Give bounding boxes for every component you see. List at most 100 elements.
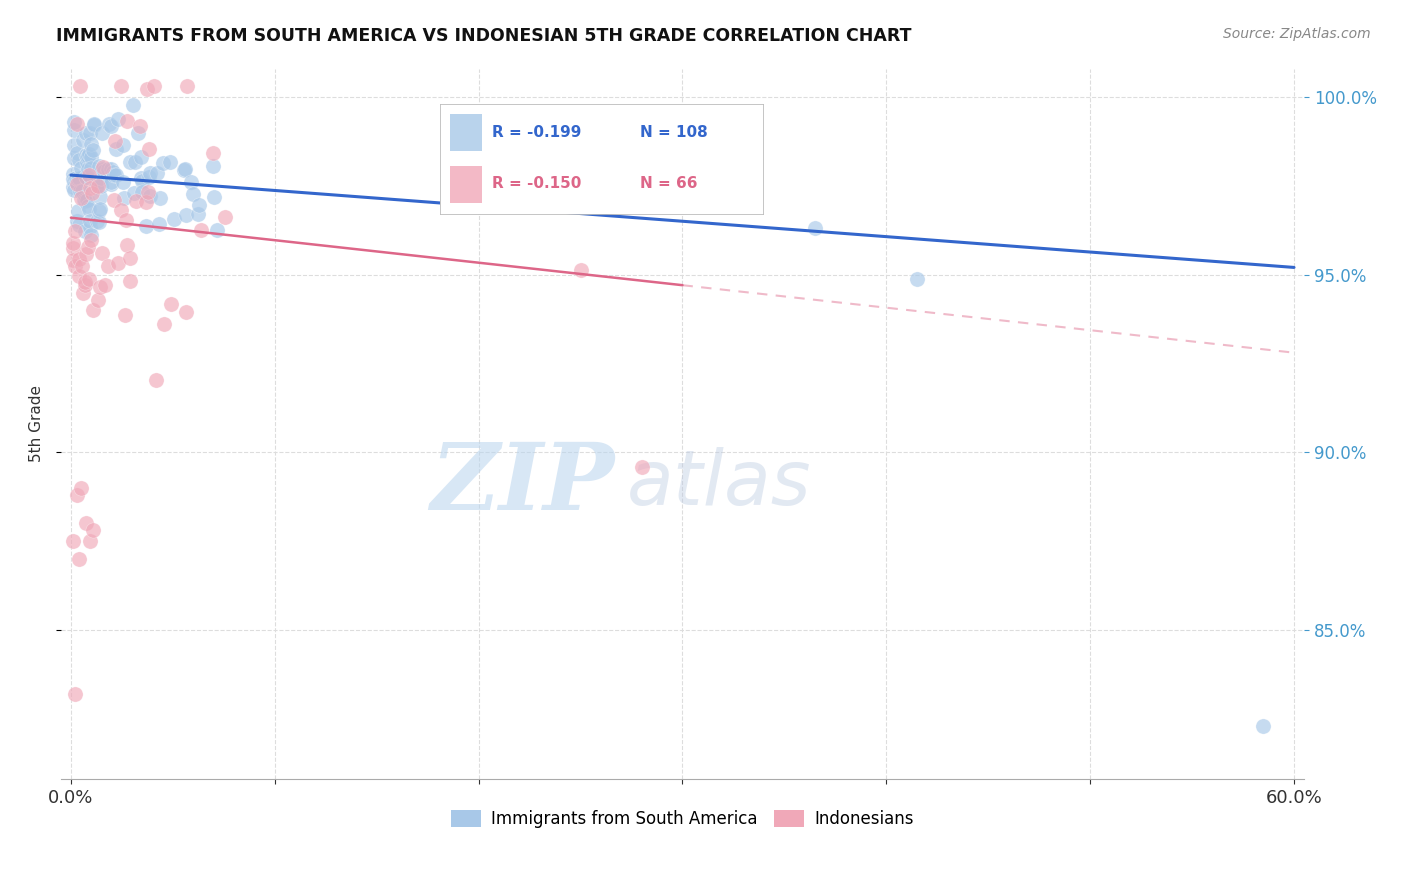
Point bbox=[79, 220, 101, 235]
Point bbox=[214, 210, 236, 224]
Point bbox=[72, 193, 94, 207]
Point bbox=[100, 119, 122, 133]
Point bbox=[100, 162, 122, 177]
Point bbox=[62, 236, 84, 251]
Point bbox=[804, 221, 827, 235]
Point bbox=[62, 167, 84, 181]
Point bbox=[190, 223, 212, 237]
Point bbox=[117, 238, 139, 252]
Point bbox=[75, 170, 97, 185]
Point bbox=[67, 252, 90, 266]
Point bbox=[145, 373, 167, 387]
Point bbox=[91, 160, 114, 174]
Point bbox=[79, 533, 101, 548]
Point bbox=[569, 263, 592, 277]
Point bbox=[630, 459, 652, 474]
Point bbox=[152, 317, 174, 331]
Point bbox=[69, 190, 91, 204]
Point bbox=[73, 277, 96, 292]
Point bbox=[131, 174, 153, 188]
Point bbox=[63, 224, 86, 238]
Point bbox=[139, 166, 162, 180]
Point bbox=[63, 183, 86, 197]
Point bbox=[67, 171, 90, 186]
Point bbox=[103, 193, 125, 207]
Point bbox=[107, 112, 129, 126]
Point bbox=[110, 202, 132, 217]
Point bbox=[62, 180, 84, 194]
Point bbox=[138, 142, 160, 156]
Point bbox=[124, 155, 146, 169]
Point bbox=[62, 253, 84, 268]
Point bbox=[82, 523, 104, 537]
Point bbox=[66, 488, 89, 502]
Point bbox=[72, 133, 94, 147]
Point bbox=[96, 166, 118, 180]
Point bbox=[63, 138, 86, 153]
Point bbox=[80, 161, 103, 175]
Point bbox=[79, 181, 101, 195]
Point bbox=[138, 170, 160, 185]
Point bbox=[105, 142, 128, 156]
Point bbox=[90, 171, 112, 186]
Point bbox=[75, 246, 97, 260]
Point bbox=[82, 186, 104, 200]
Point bbox=[148, 217, 170, 231]
Point bbox=[127, 126, 149, 140]
Point bbox=[91, 245, 114, 260]
Point bbox=[75, 224, 97, 238]
Point bbox=[101, 165, 124, 179]
Point bbox=[63, 687, 86, 701]
Point bbox=[115, 114, 138, 128]
Point bbox=[131, 185, 153, 199]
Point bbox=[86, 293, 108, 308]
Point bbox=[118, 154, 141, 169]
Point bbox=[69, 79, 91, 94]
Point bbox=[66, 117, 89, 131]
Point bbox=[112, 191, 135, 205]
Point bbox=[69, 161, 91, 175]
Point bbox=[143, 79, 166, 94]
Point bbox=[129, 119, 152, 133]
Point bbox=[82, 303, 104, 318]
Point bbox=[114, 213, 136, 227]
Point bbox=[86, 178, 108, 192]
Point bbox=[86, 213, 108, 227]
Point bbox=[97, 260, 120, 274]
Point bbox=[77, 146, 100, 161]
Point bbox=[76, 240, 98, 254]
Point bbox=[90, 126, 112, 140]
Point bbox=[97, 162, 120, 177]
Point bbox=[84, 180, 107, 194]
Point bbox=[107, 256, 129, 270]
Point bbox=[79, 126, 101, 140]
Point bbox=[87, 179, 110, 194]
Point bbox=[173, 163, 195, 178]
Point bbox=[75, 516, 97, 531]
Point bbox=[135, 194, 157, 209]
Point bbox=[125, 194, 148, 209]
Point bbox=[67, 269, 90, 284]
Point bbox=[103, 168, 125, 182]
Point bbox=[65, 170, 87, 185]
Point bbox=[87, 203, 110, 218]
Point bbox=[122, 186, 145, 201]
Point bbox=[79, 272, 101, 286]
Point bbox=[67, 551, 90, 566]
Point bbox=[72, 285, 94, 300]
Point bbox=[661, 192, 683, 206]
Point bbox=[188, 197, 211, 211]
Point bbox=[136, 186, 159, 200]
Point bbox=[159, 296, 181, 310]
Point bbox=[62, 172, 84, 186]
Point bbox=[89, 190, 111, 204]
Point bbox=[80, 233, 103, 247]
Point bbox=[138, 189, 160, 203]
Point bbox=[93, 278, 115, 293]
Point bbox=[174, 305, 197, 319]
Point bbox=[76, 162, 98, 177]
Point bbox=[149, 191, 172, 205]
Point bbox=[65, 175, 87, 189]
Point bbox=[76, 149, 98, 163]
Point bbox=[70, 259, 93, 273]
